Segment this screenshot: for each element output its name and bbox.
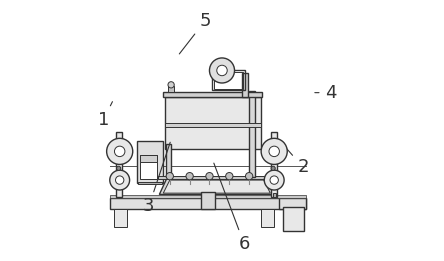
Circle shape <box>107 138 133 164</box>
Circle shape <box>269 146 279 157</box>
Circle shape <box>110 170 130 190</box>
Circle shape <box>271 166 275 170</box>
Circle shape <box>270 176 278 184</box>
Circle shape <box>115 146 125 157</box>
Bar <box>279 198 305 209</box>
Bar <box>211 70 246 90</box>
Bar <box>201 192 215 209</box>
Bar <box>140 155 157 162</box>
Circle shape <box>261 138 287 164</box>
Circle shape <box>206 173 213 180</box>
Bar <box>168 86 174 92</box>
Circle shape <box>115 176 124 184</box>
Circle shape <box>210 58 234 83</box>
Bar <box>250 91 254 177</box>
Bar <box>138 182 163 184</box>
Text: 2: 2 <box>285 147 309 176</box>
Bar <box>273 193 276 197</box>
Circle shape <box>168 82 174 88</box>
Bar <box>140 155 157 179</box>
Bar <box>165 123 261 127</box>
Polygon shape <box>159 177 274 194</box>
Text: 6: 6 <box>214 163 250 253</box>
Bar <box>166 144 170 177</box>
Bar <box>115 132 122 197</box>
Text: 4: 4 <box>315 84 336 102</box>
Bar <box>110 198 305 209</box>
Bar <box>242 73 248 97</box>
Circle shape <box>264 170 284 190</box>
Circle shape <box>186 173 193 180</box>
Bar <box>283 207 304 231</box>
Bar <box>165 97 261 149</box>
Text: 1: 1 <box>98 102 112 129</box>
Circle shape <box>217 65 227 76</box>
Circle shape <box>246 173 253 180</box>
Circle shape <box>117 166 121 170</box>
Bar <box>158 176 277 179</box>
Text: 3: 3 <box>143 142 170 215</box>
Bar <box>137 141 163 183</box>
Bar <box>110 195 305 198</box>
Bar <box>270 132 277 197</box>
Circle shape <box>166 173 174 180</box>
Bar <box>214 72 243 89</box>
Bar <box>261 209 274 227</box>
Bar <box>114 209 127 227</box>
Text: 5: 5 <box>179 12 211 54</box>
Bar <box>163 92 262 97</box>
Polygon shape <box>163 180 270 193</box>
Circle shape <box>226 173 233 180</box>
